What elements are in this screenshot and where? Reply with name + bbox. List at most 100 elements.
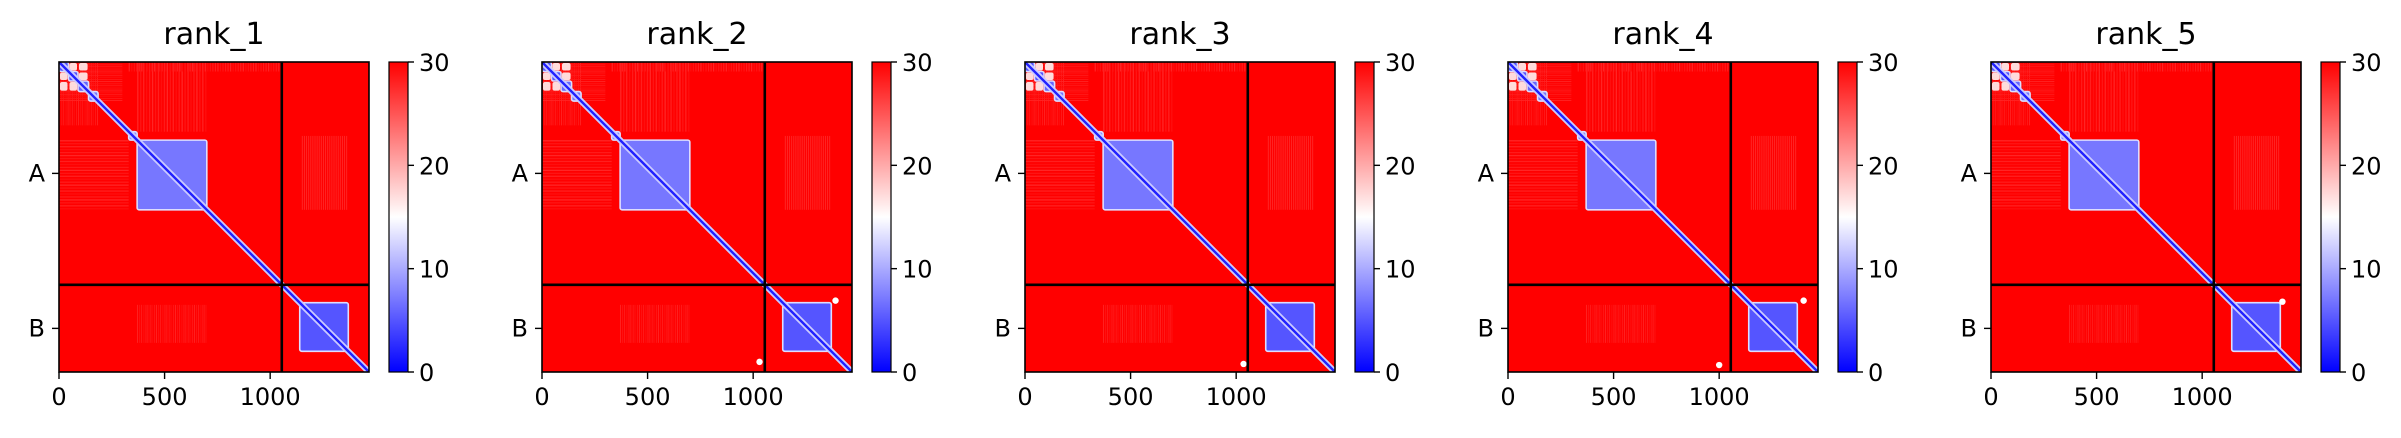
texture-stripe: [2078, 304, 2080, 343]
texture-stripe: [169, 304, 171, 343]
texture-stripe: [59, 205, 129, 207]
texture-stripe: [199, 304, 201, 343]
texture-stripe: [1032, 62, 1034, 126]
texture-stripe: [542, 187, 612, 189]
texture-stripe: [1534, 62, 1536, 126]
texture-stripe: [2098, 62, 2101, 132]
texture-stripe: [542, 175, 612, 177]
texture-stripe: [161, 62, 163, 72]
texture-stripe: [652, 304, 654, 343]
texture-stripe: [740, 62, 743, 72]
panel-title: rank_5: [2095, 17, 2196, 52]
texture-stripe: [1158, 62, 1160, 72]
texture-stripe: [1639, 62, 1641, 132]
texture-stripe: [1025, 208, 1095, 210]
texture-stripe: [2131, 62, 2133, 72]
texture-stripe: [2187, 62, 2189, 72]
texture-stripe: [1508, 75, 1572, 77]
texture-stripe: [2265, 135, 2267, 210]
texture-stripe: [2116, 62, 2118, 72]
texture-stripe: [634, 62, 636, 72]
texture-stripe: [1991, 71, 2055, 73]
texture-stripe: [1106, 62, 1108, 132]
texture-stripe: [2101, 62, 2103, 72]
texture-stripe: [325, 135, 327, 210]
interdomain-patch: [562, 63, 571, 71]
texture-stripe: [1239, 62, 1241, 72]
texture-stripe: [622, 304, 623, 343]
texture-stripe: [1627, 62, 1629, 132]
texture-stripe: [1045, 62, 1047, 126]
texture-stripe: [1508, 71, 1572, 73]
interdomain-patch: [60, 82, 68, 91]
texture-stripe: [1276, 135, 1278, 210]
texture-stripe: [199, 62, 201, 132]
texture-stripe: [1025, 187, 1095, 189]
texture-stripe: [1719, 62, 1721, 72]
texture-stripe: [2083, 62, 2085, 72]
texture-stripe: [1508, 63, 1572, 65]
texture-stripe: [677, 62, 679, 72]
texture-stripe: [59, 166, 129, 169]
texture-stripe: [1523, 62, 1525, 126]
texture-stripe: [140, 62, 142, 132]
texture-stripe: [1630, 62, 1633, 72]
texture-stripe: [260, 62, 262, 72]
texture-stripe: [611, 62, 613, 72]
texture-stripe: [1267, 135, 1269, 210]
texture-stripe: [1158, 304, 1160, 343]
texture-stripe: [1991, 178, 2061, 180]
pae-panel-3: rank_3 0 500 1000 A B 0 10 20 30: [995, 17, 1416, 411]
texture-stripe: [1508, 184, 1578, 186]
texture-stripe: [252, 62, 254, 72]
texture-stripe: [1284, 135, 1286, 210]
chain-label: B: [512, 314, 528, 342]
texture-stripe: [663, 304, 665, 343]
texture-stripe: [1774, 135, 1776, 210]
texture-stripe: [1114, 62, 1117, 132]
texture-stripe: [169, 62, 171, 72]
domain-block-rim: [136, 139, 208, 211]
texture-stripe: [1051, 62, 1053, 126]
texture-stripe: [1642, 62, 1644, 132]
texture-stripe: [1612, 304, 1614, 343]
texture-stripe: [542, 71, 606, 73]
texture-stripe: [314, 135, 316, 210]
texture-stripe: [1025, 178, 1095, 180]
texture-stripe: [189, 62, 191, 72]
texture-stripe: [619, 62, 621, 72]
texture-stripe: [2248, 135, 2250, 210]
texture-stripe: [1991, 181, 2061, 183]
texture-stripe: [341, 135, 343, 210]
texture-stripe: [1782, 135, 1784, 210]
texture-stripe: [333, 135, 335, 210]
interdomain-patch: [552, 63, 561, 71]
texture-stripe: [2106, 62, 2108, 72]
texture-stripe: [2074, 304, 2076, 343]
texture-stripe: [2110, 62, 2112, 132]
texture-stripe: [1646, 304, 1648, 343]
texture-stripe: [1592, 62, 1594, 132]
texture-stripe: [675, 62, 677, 72]
texture-stripe: [59, 202, 129, 204]
texture-stripe: [1155, 62, 1157, 72]
domain-block-rim: [570, 90, 582, 102]
texture-stripe: [2082, 304, 2084, 343]
texture-stripe: [1795, 135, 1797, 210]
texture-stripe: [827, 135, 829, 210]
texture-stripe: [1991, 81, 2055, 82]
texture-stripe: [627, 304, 629, 343]
texture-stripe: [2099, 304, 2101, 343]
texture-stripe: [1025, 166, 1095, 169]
texture-stripe: [2109, 304, 2110, 343]
colorbar-tick-label: 10: [2351, 256, 2382, 284]
texture-stripe: [1508, 166, 1578, 169]
texture-stripe: [1131, 304, 1133, 343]
colorbar-gradient: [1837, 61, 1858, 373]
texture-stripe: [1776, 135, 1778, 210]
texture-stripe: [1765, 135, 1767, 210]
interdomain-patch: [1045, 72, 1054, 81]
panel-title: rank_4: [1612, 17, 1713, 52]
texture-stripe: [1508, 77, 1572, 79]
